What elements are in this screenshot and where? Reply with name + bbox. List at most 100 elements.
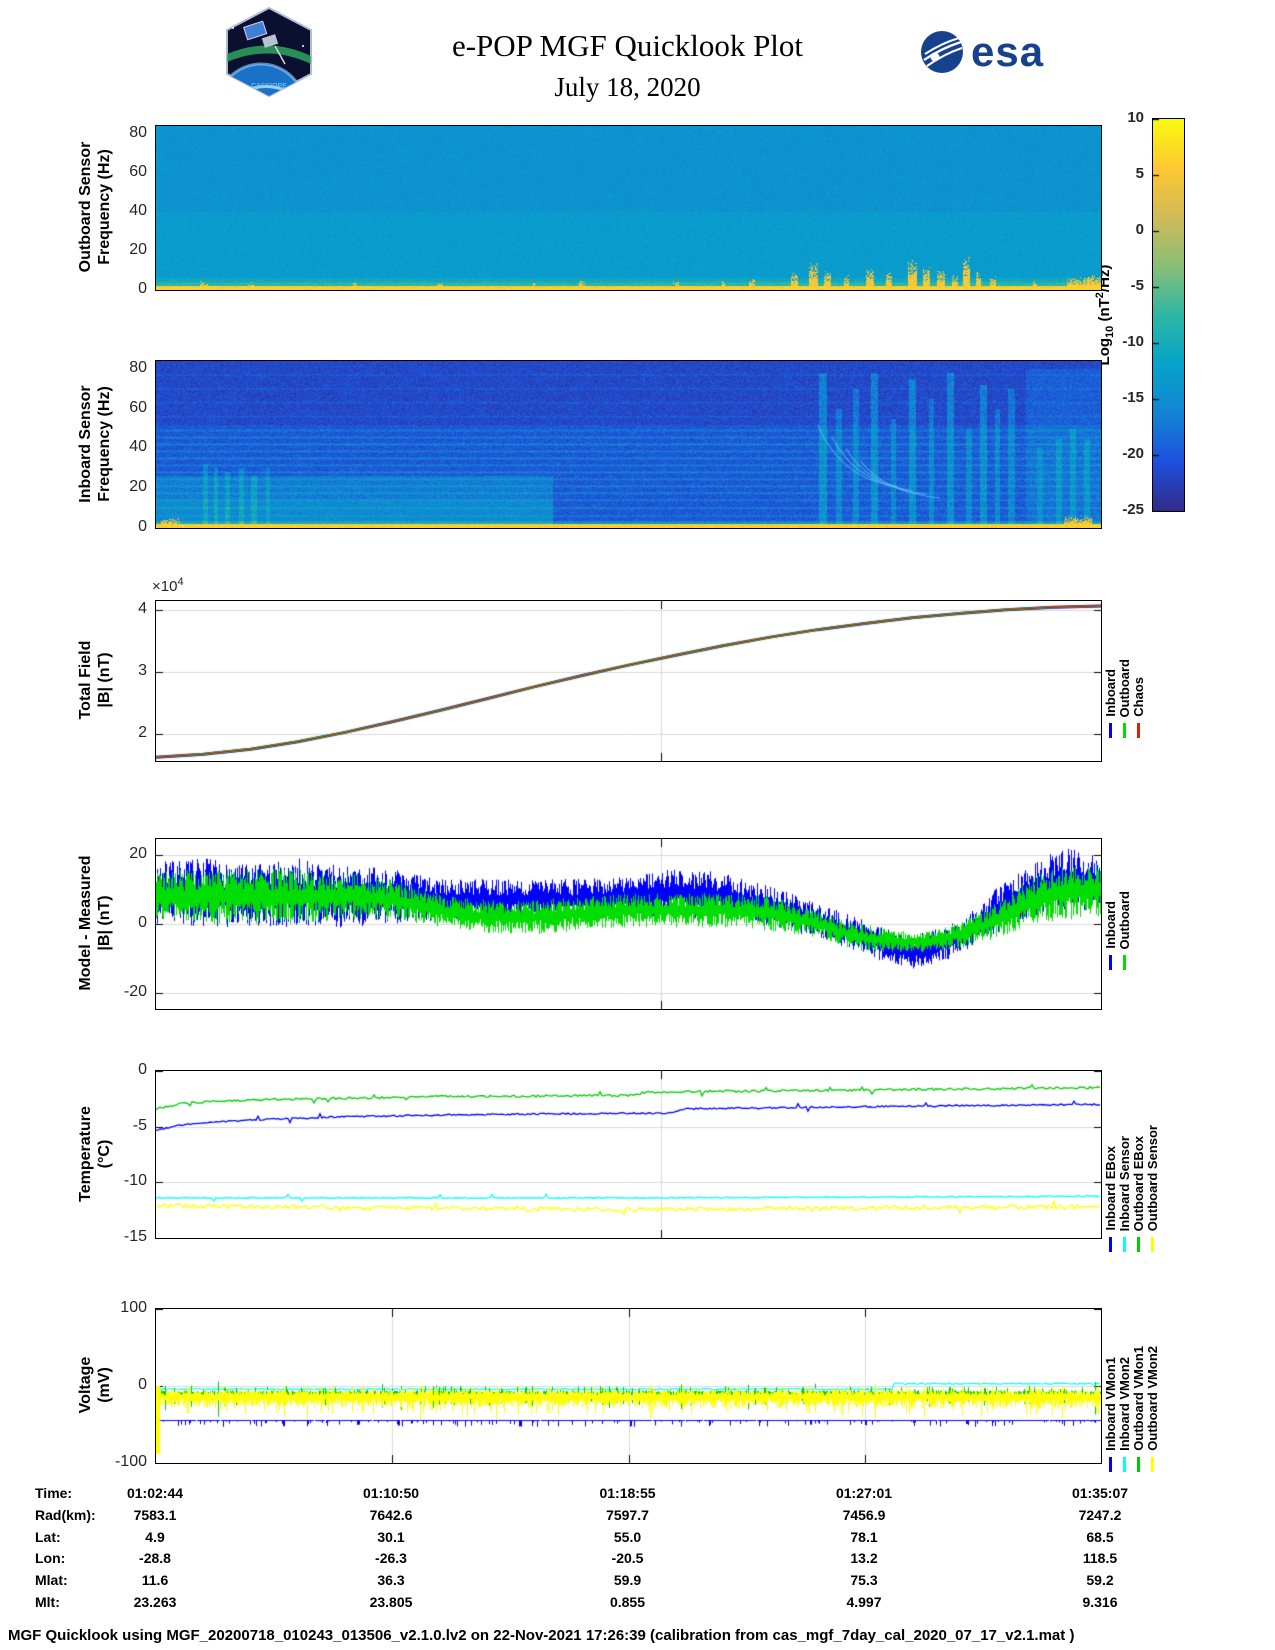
legend-label: Outboard EBox: [1131, 1135, 1146, 1231]
ephemeris-row-label: Rad(km):: [35, 1506, 96, 1523]
outboard-spectrogram-canvas: [156, 126, 1101, 290]
y-tick-label: -100: [114, 1453, 147, 1470]
ephemeris-value: 59.2: [1086, 1572, 1114, 1589]
ephemeris-value: 01:02:44: [126, 1485, 184, 1501]
ephemeris-value: 9.316: [1082, 1594, 1118, 1610]
ephemeris-value: 13.2: [850, 1550, 878, 1567]
y-tick-label: 60: [129, 398, 147, 416]
legend-entry: Inboard VMon2: [1117, 1300, 1132, 1472]
ephemeris-row-label: Lon:: [35, 1550, 66, 1567]
ephemeris-value: 78.1: [850, 1528, 878, 1545]
colorbar-tick-label: 0: [1135, 221, 1144, 238]
colorbar-tick-label: -10: [1122, 333, 1144, 350]
inboard-spectrogram-canvas: [156, 361, 1101, 528]
y-tick-label: 4: [138, 599, 147, 617]
total-field-exponent-label: ×104: [152, 576, 184, 595]
outboard-spectrogram-plot: [155, 125, 1102, 291]
esa-globe-icon: [921, 31, 963, 73]
legend-mark: [1136, 1237, 1140, 1252]
legend-entry: Inboard: [1103, 600, 1118, 738]
y-tick-label: 60: [129, 162, 147, 180]
total-field-canvas: [156, 601, 1101, 761]
page-title: e-POP MGF Quicklook Plot: [451, 28, 804, 63]
legend-total_field: Inboard Outboard Chaos: [1103, 600, 1146, 738]
legend-entry: Inboard: [1103, 842, 1118, 970]
legend-mark: [1108, 1457, 1112, 1472]
y-tick-label: 100: [120, 1299, 147, 1316]
y-tick-label: -10: [123, 1172, 147, 1190]
ephemeris-value: 68.5: [1086, 1528, 1114, 1545]
y-tick-label: 20: [129, 478, 147, 496]
ephemeris-value: 75.3: [850, 1572, 878, 1589]
legend-entry: Outboard EBox: [1131, 1062, 1146, 1252]
y-tick-label: 20: [129, 844, 147, 862]
ephemeris-value: 36.3: [377, 1572, 405, 1589]
ephemeris-value: 11.6: [141, 1572, 169, 1589]
ephemeris-value: 01:35:07: [1071, 1485, 1129, 1501]
legend-label: Outboard: [1117, 890, 1132, 950]
legend-label: Outboard VMon1: [1131, 1346, 1146, 1451]
ephemeris-value: 7456.9: [842, 1506, 886, 1523]
legend-mark: [1136, 723, 1140, 738]
model-minus-measured-plot: [155, 838, 1102, 1010]
colorbar: [1152, 118, 1185, 512]
legend-mark: [1122, 1237, 1126, 1252]
legend-label: Inboard VMon2: [1117, 1357, 1132, 1451]
legend-label: Inboard EBox: [1103, 1146, 1118, 1231]
legend-label: Outboard: [1117, 658, 1132, 718]
colorbar-tick-label: -15: [1122, 389, 1144, 406]
ephemeris-row-label: Lat:: [35, 1528, 61, 1545]
legend-entry: Inboard Sensor: [1117, 1062, 1132, 1252]
colorbar-gradient: [1153, 119, 1184, 511]
ephemeris-value: -26.3: [375, 1550, 407, 1567]
legend-voltage: Inboard VMon1 Inboard VMon2 Outboard VMon1…: [1103, 1300, 1160, 1472]
legend-mark: [1136, 1457, 1140, 1472]
page-date: July 18, 2020: [554, 72, 701, 102]
ephemeris-value: 55.0: [613, 1528, 642, 1545]
footer-provenance-text: MGF Quicklook using MGF_20200718_010243_…: [8, 1627, 1075, 1644]
esa-logo: esa: [920, 30, 1044, 74]
ephemeris-value: 4.9: [145, 1528, 165, 1545]
legend-entry: Outboard Sensor: [1145, 1062, 1160, 1252]
y-tick-label: 80: [129, 123, 147, 141]
total-field-plot: [155, 600, 1102, 762]
ephemeris-value: 23.263: [133, 1594, 177, 1610]
ephemeris-value: 7597.7: [606, 1506, 649, 1523]
legend-entry: Inboard VMon1: [1103, 1300, 1118, 1472]
y-tick-label: 3: [138, 661, 147, 679]
legend-entry: Inboard EBox: [1103, 1062, 1118, 1252]
legend-mark: [1122, 723, 1126, 738]
legend-temperature: Inboard EBox Inboard Sensor Outboard EBox O…: [1103, 1062, 1160, 1252]
legend-entry: Outboard: [1117, 600, 1132, 738]
ephemeris-value: 01:27:01: [835, 1485, 893, 1501]
ephemeris-value: 4.997: [846, 1594, 882, 1610]
legend-mark: [1150, 1237, 1154, 1252]
y-tick-label: -15: [123, 1228, 147, 1245]
legend-mark: [1150, 1457, 1154, 1472]
inboard-spectrogram-plot: [155, 360, 1102, 529]
legend-label: Outboard Sensor: [1145, 1124, 1160, 1231]
legend-label: Inboard Sensor: [1117, 1135, 1132, 1231]
voltage-plot: [155, 1308, 1102, 1464]
patch-text: CASSIOPE: [251, 83, 287, 90]
colorbar-tick-label: 5: [1135, 165, 1144, 182]
legend-label: Outboard VMon2: [1145, 1346, 1160, 1451]
legend-label: Inboard VMon1: [1103, 1357, 1118, 1451]
y-tick-label: 0: [138, 280, 147, 297]
ephemeris-value: 30.1: [377, 1528, 405, 1545]
y-tick-label: 40: [129, 201, 147, 219]
esa-wordmark: esa: [971, 28, 1045, 75]
temperature-canvas: [156, 1071, 1101, 1238]
colorbar-tick-label: -20: [1122, 445, 1144, 462]
legend-mark: [1122, 955, 1126, 970]
cassiope-mission-patch-icon: CASSIOPE: [226, 6, 312, 98]
y-tick-label: 0: [138, 518, 147, 535]
ephemeris-value: 59.9: [613, 1572, 642, 1589]
ephemeris-row-label: Mlat:: [35, 1572, 68, 1589]
colorbar-tick-label: -5: [1130, 277, 1144, 294]
ephemeris-value: 118.5: [1082, 1550, 1118, 1567]
y-tick-label: -20: [123, 983, 147, 1001]
y-tick-label: 0: [138, 1376, 147, 1393]
y-tick-label: 0: [138, 1061, 147, 1078]
y-tick-label: -5: [132, 1116, 147, 1134]
